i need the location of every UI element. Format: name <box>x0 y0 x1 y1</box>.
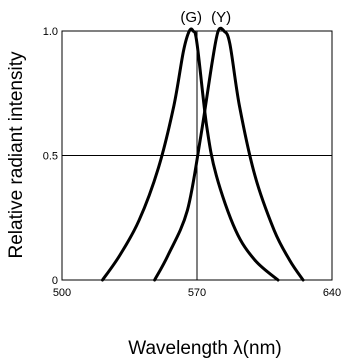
series-line-1 <box>153 26 305 282</box>
series-lines <box>101 26 305 282</box>
series-labels: (G) (Y) <box>180 9 231 26</box>
series-label: (Y) <box>211 9 231 26</box>
x-axis-title: Wavelength λ(nm) <box>128 338 281 359</box>
series-label: (G) <box>180 9 202 26</box>
tick-labels: 500 570 640 0 0.5 1.0 <box>43 26 341 299</box>
y-tick-label: 1.0 <box>43 26 58 38</box>
x-tick-label: 570 <box>188 287 206 299</box>
series-line-0 <box>101 27 280 282</box>
x-tick-label: 500 <box>53 287 71 299</box>
x-tick-label: 640 <box>323 287 341 299</box>
y-axis-title: Relative radiant intensity <box>6 51 27 258</box>
y-tick-label: 0.5 <box>43 151 58 163</box>
y-tick-label: 0 <box>52 275 58 287</box>
